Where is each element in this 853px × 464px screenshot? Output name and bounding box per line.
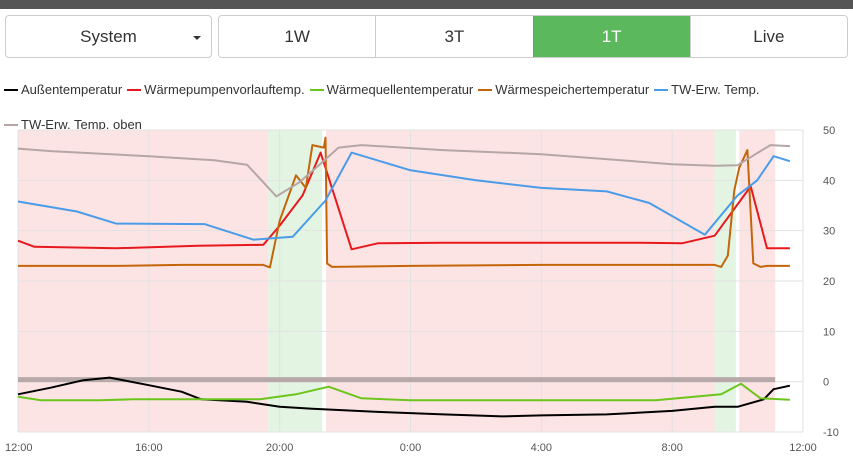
legend-item[interactable]: Wärmespeichertemperatur	[478, 74, 649, 106]
range-button-live[interactable]: Live	[689, 16, 847, 57]
legend-swatch	[4, 124, 18, 126]
chart-legend: Außentemperatur Wärmepumpenvorlauftemp. Wä…	[4, 71, 824, 141]
legend-item[interactable]: Außentemperatur	[4, 74, 122, 106]
series-line	[17, 151, 790, 251]
y-tick-label: 10	[823, 326, 835, 338]
legend-item[interactable]: TW-Erw. Temp. oben	[4, 109, 142, 141]
series-line	[17, 151, 791, 241]
top-bar	[0, 0, 853, 9]
x-tick-label: 8:00	[661, 442, 682, 454]
y-tick-label: 40	[823, 175, 835, 187]
legend-label: TW-Erw. Temp. oben	[21, 117, 142, 132]
time-range-group: 1W 3T 1T Live	[218, 15, 848, 58]
legend-label: Außentemperatur	[21, 82, 123, 97]
range-button-1w[interactable]: 1W	[219, 16, 376, 57]
legend-label: Wärmequellentemperatur	[326, 82, 474, 97]
y-tick-label: 30	[823, 226, 835, 238]
legend-item[interactable]: Wärmequellentemperatur	[309, 74, 474, 106]
x-tick-label: 4:00	[531, 442, 552, 454]
legend-item[interactable]: Wärmepumpenvorlauftemp.	[127, 74, 305, 106]
legend-swatch	[478, 89, 493, 91]
x-tick-label: 16:00	[135, 442, 163, 454]
legend-swatch	[654, 89, 669, 91]
series-line	[17, 382, 790, 402]
series-line	[17, 144, 790, 198]
legend-label: Wärmespeichertemperatur	[495, 82, 650, 97]
x-tick-label: 12:00	[789, 442, 817, 454]
temperature-chart: 12:00 16:00 20:00 0:00 4:00 8:00 12:00 -10 0 10 20…	[5, 125, 839, 454]
x-tick-label: 12:00	[5, 442, 33, 454]
legend-item[interactable]: TW-Erw. Temp.	[654, 74, 760, 106]
legend-swatch	[4, 89, 18, 91]
legend-label: Wärmepumpenvorlauftemp.	[144, 82, 305, 97]
y-tick-label: 0	[823, 377, 829, 389]
caret-down-icon	[193, 36, 201, 40]
status-flag-band	[18, 377, 776, 383]
range-button-3t[interactable]: 3T	[375, 16, 533, 57]
x-tick-label: 0:00	[400, 442, 421, 454]
system-select[interactable]: System	[5, 15, 212, 58]
y-tick-label: -10	[823, 427, 839, 439]
system-select-value: System	[80, 26, 137, 46]
legend-label: TW-Erw. Temp.	[671, 82, 760, 97]
x-tick-label: 20:00	[266, 442, 294, 454]
legend-swatch	[127, 89, 142, 91]
y-tick-label: 50	[823, 125, 835, 137]
series-line	[18, 136, 790, 269]
series-line	[17, 376, 791, 418]
legend-swatch	[309, 89, 324, 91]
y-tick-label: 20	[823, 276, 835, 288]
range-button-1t[interactable]: 1T	[532, 16, 690, 57]
